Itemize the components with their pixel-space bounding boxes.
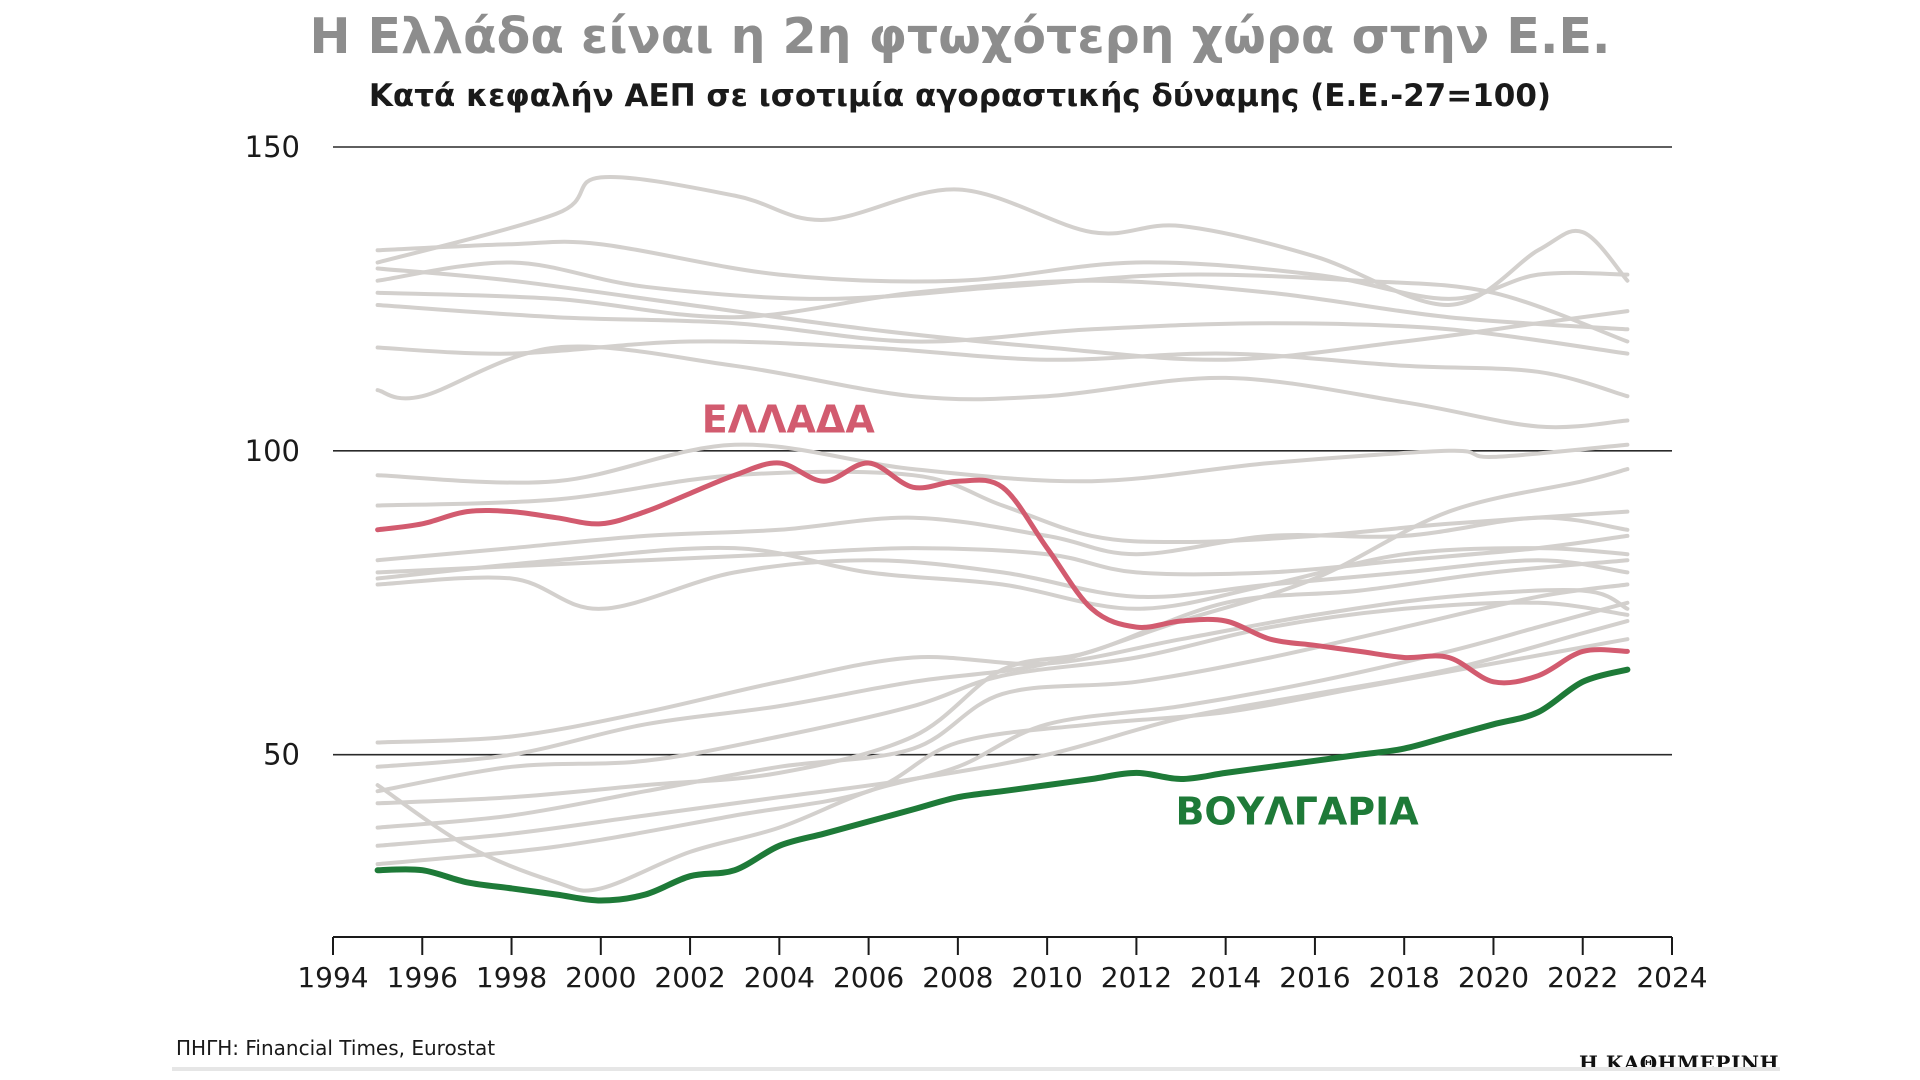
highlighted-lines [374, 460, 1631, 904]
x-tick-label: 1996 [387, 961, 458, 994]
x-tick-label: 2010 [1012, 961, 1083, 994]
series-line-other-22 [375, 600, 1630, 893]
series-line-other-18 [375, 558, 1630, 806]
x-tick-label: 2000 [565, 961, 636, 994]
series-line-other-13 [375, 442, 1630, 485]
x-tick-label: 2012 [1101, 961, 1172, 994]
chart-title: Η Ελλάδα είναι η 2η φτωχότερη χώρα στην … [309, 8, 1611, 65]
series-line-other-03 [375, 260, 1630, 344]
x-axis: 1994 1996 1998 2000 2002 2004 2006 2008 2010 2012… [297, 936, 1708, 994]
series-line-other-09 [375, 469, 1630, 544]
series-line-other-14 [375, 545, 1630, 611]
series-line-other-04 [375, 278, 1630, 332]
x-tick-label: 2002 [654, 961, 725, 994]
series-line-other-15 [375, 588, 1630, 745]
series-line-other-21 [375, 637, 1630, 867]
x-tick-label: 2006 [833, 961, 904, 994]
x-tick-label: 2008 [922, 961, 993, 994]
x-tick-label: 2014 [1190, 961, 1261, 994]
y-axis-ticks: 50 100 150 [245, 130, 300, 772]
y-tick-label: 50 [263, 738, 300, 772]
y-tick-label: 150 [245, 130, 300, 164]
series-line-other-01 [375, 174, 1630, 308]
series-line-other-08 [375, 344, 1630, 430]
x-tick-label: 2004 [744, 961, 815, 994]
x-tick-label: 2020 [1458, 961, 1529, 994]
publisher-logo: Η ΚΑΘΗΜΕΡΙΝΗ [1578, 1051, 1779, 1075]
series-line-other-07 [375, 339, 1630, 399]
x-tick-label: 2024 [1636, 961, 1707, 994]
x-tick-label: 2018 [1369, 961, 1440, 994]
greece-line [375, 460, 1630, 686]
greece-label: ΕΛΛΑΔΑ [702, 398, 876, 442]
series-line-other-16 [375, 467, 1630, 769]
chart-subtitle: Κατά κεφαλήν ΑΕΠ σε ισοτιμία αγοραστικής… [368, 78, 1552, 114]
x-tick-label: 1994 [297, 961, 368, 994]
series-line-other-19 [375, 582, 1630, 830]
series-line-other-20 [375, 619, 1630, 848]
x-tick-label: 2022 [1547, 961, 1618, 994]
bottom-rule [172, 1067, 1780, 1071]
y-tick-label: 100 [245, 434, 300, 468]
bulgaria-label: ΒΟΥΛΓΑΡΙΑ [1175, 790, 1419, 834]
x-tick-label: 1998 [476, 961, 547, 994]
source-note: ΠΗΓΗ: Financial Times, Eurostat [176, 1036, 496, 1060]
series-line-other-17 [375, 600, 1630, 794]
series-line-other-02 [375, 239, 1630, 301]
x-tick-label: 2016 [1279, 961, 1350, 994]
series-line-other-12 [375, 558, 1630, 611]
series-line-other-11 [375, 533, 1630, 577]
series-labels: ΕΛΛΑΔΑ ΒΟΥΛΓΑΡΙΑ [702, 398, 1420, 834]
other-countries-lines [375, 174, 1630, 893]
bulgaria-line [374, 666, 1631, 904]
series-line-other-05 [375, 303, 1630, 356]
series-line-other-06 [375, 266, 1630, 362]
